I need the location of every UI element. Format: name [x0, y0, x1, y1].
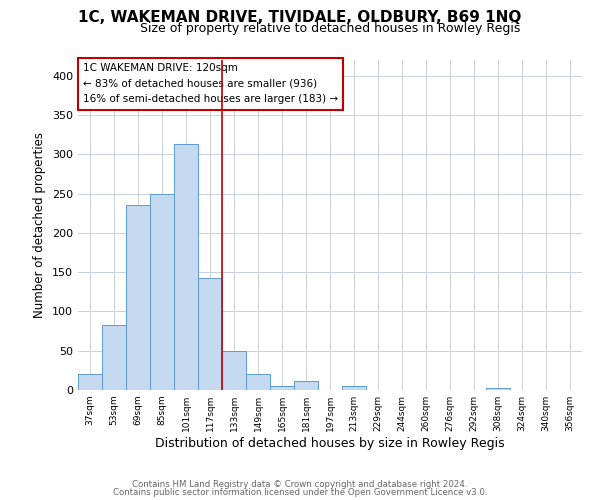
- Bar: [342, 386, 366, 390]
- Bar: [294, 382, 318, 390]
- Bar: [150, 194, 174, 390]
- Y-axis label: Number of detached properties: Number of detached properties: [34, 132, 46, 318]
- Bar: [486, 388, 510, 390]
- Bar: [78, 374, 102, 390]
- X-axis label: Distribution of detached houses by size in Rowley Regis: Distribution of detached houses by size …: [155, 437, 505, 450]
- Bar: [270, 386, 294, 390]
- Title: Size of property relative to detached houses in Rowley Regis: Size of property relative to detached ho…: [140, 22, 520, 35]
- Text: Contains public sector information licensed under the Open Government Licence v3: Contains public sector information licen…: [113, 488, 487, 497]
- Bar: [198, 278, 222, 390]
- Bar: [174, 144, 198, 390]
- Bar: [126, 206, 150, 390]
- Text: 1C, WAKEMAN DRIVE, TIVIDALE, OLDBURY, B69 1NQ: 1C, WAKEMAN DRIVE, TIVIDALE, OLDBURY, B6…: [79, 10, 521, 25]
- Bar: [246, 374, 270, 390]
- Bar: [102, 325, 126, 390]
- Text: Contains HM Land Registry data © Crown copyright and database right 2024.: Contains HM Land Registry data © Crown c…: [132, 480, 468, 489]
- Text: 1C WAKEMAN DRIVE: 120sqm
← 83% of detached houses are smaller (936)
16% of semi-: 1C WAKEMAN DRIVE: 120sqm ← 83% of detach…: [83, 64, 338, 104]
- Bar: [222, 350, 246, 390]
